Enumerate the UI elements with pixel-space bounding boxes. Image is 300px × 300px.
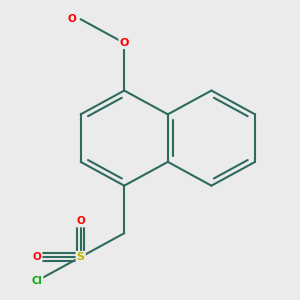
Text: O: O (33, 252, 41, 262)
Text: O: O (120, 38, 129, 48)
Text: O: O (76, 216, 85, 226)
Text: S: S (76, 252, 85, 262)
Text: Cl: Cl (32, 276, 42, 286)
Text: O: O (68, 14, 77, 24)
